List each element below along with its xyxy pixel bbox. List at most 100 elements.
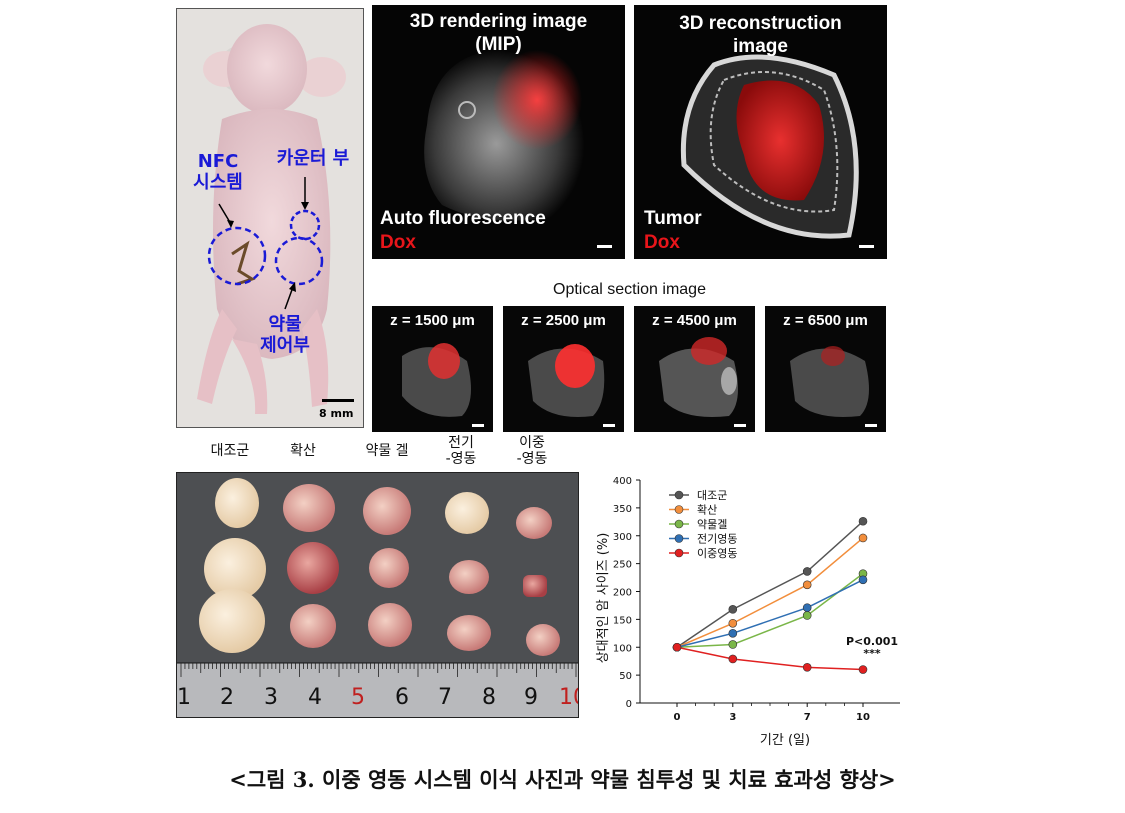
tumor-size-chart: 0 50 100 150 200 250 300 350 400 0 3 7 10 대조군확산약물겔전기… (596, 476, 900, 748)
chart-legend-swatch (674, 548, 684, 558)
rendering-image (424, 50, 612, 248)
rendering-legend-auto: Auto fluorescence (380, 208, 546, 229)
rendering-legend-dox: Dox (380, 232, 416, 253)
reconstruction-legend-dox: Dox (644, 232, 680, 253)
chart-series-line (676, 573, 864, 648)
chart-data-point (802, 580, 812, 590)
rendering-title: 3D rendering image (MIP) (409, 11, 588, 55)
optical-section-label-2: z = 2500 μm (521, 312, 606, 329)
reconstruction-title: 3D reconstruction image (679, 13, 842, 57)
ruler-number: 8 (482, 685, 496, 710)
chart-data-point (858, 665, 868, 674)
chart-y-tick-label: 100 (613, 643, 632, 654)
optical-section-panel-1: z = 1500 μm (372, 306, 493, 432)
chart-legend-label: 대조군 (697, 489, 727, 502)
ruler-numbers: 1 2 3 4 5 6 7 8 9 10 (177, 685, 578, 715)
chart-data-point (728, 640, 738, 649)
chart-series (672, 516, 868, 674)
optical-section-image-2 (528, 344, 615, 427)
chart-data-point (802, 611, 812, 620)
mouse-photo: NFC 시스템 카운터 부 약물 제어부 8 mm (176, 8, 364, 428)
optical-section-label-3: z = 4500 μm (652, 312, 737, 329)
chart-y-tick-label: 150 (613, 615, 632, 626)
optical-section-image-3 (659, 337, 746, 427)
chart-y-tick-label: 400 (613, 476, 632, 487)
chart-data-point (858, 575, 868, 585)
tumor-photo: 1 2 3 4 5 6 7 8 9 10 (176, 472, 579, 718)
ruler-number: 3 (264, 685, 278, 710)
ruler-number: 1 (177, 685, 191, 710)
chart-data-point (858, 533, 868, 543)
rendering-panel: 3D rendering image (MIP) Auto fluorescen… (372, 5, 625, 259)
optical-section-image-1 (402, 343, 484, 427)
reconstruction-legend-tumor: Tumor (644, 208, 702, 229)
chart-y-tick-label: 0 (626, 699, 632, 710)
chart-p-value: P<0.001 (846, 635, 898, 648)
chart-axes: 0 50 100 150 200 250 300 350 400 0 3 7 10 (613, 476, 900, 723)
ruler-number: 2 (220, 685, 234, 710)
chart-legend-label: 전기영동 (697, 533, 737, 546)
counter-label: 카운터 부 (276, 148, 350, 169)
chart-legend-swatch (674, 519, 684, 529)
reconstruction-panel: 3D reconstruction image Tumor Dox (634, 5, 887, 259)
chart-data-point (802, 567, 812, 576)
ruler-number: 7 (438, 685, 452, 710)
mouse-illustration (177, 9, 363, 427)
chart-data-point (728, 629, 738, 638)
chart-data-point (728, 618, 738, 628)
chart-y-axis-label: 상대적인 암 사이즈 (%) (596, 533, 611, 664)
chart-legend-swatch (674, 534, 684, 543)
chart-data-point (728, 605, 738, 614)
chart-x-tick-label: 3 (729, 712, 736, 723)
ruler-number: 9 (524, 685, 538, 710)
chart-series-line (676, 520, 864, 648)
ruler-ticks (180, 663, 577, 677)
reconstruction-image (680, 54, 874, 248)
chart-data-point (802, 603, 812, 612)
group-label-drug-gel: 약물 겔 (365, 443, 409, 459)
drug-control-label: 약물 제어부 (260, 314, 310, 356)
chart-legend-label: 약물겔 (697, 517, 727, 531)
chart-y-tick-label: 50 (619, 671, 632, 682)
chart-series-line (676, 537, 864, 648)
chart-legend-label: 확산 (697, 504, 717, 517)
chart-series-line (676, 579, 864, 648)
chart-x-tick-label: 7 (804, 712, 811, 723)
tumor-image (177, 473, 578, 717)
chart-legend-swatch (674, 490, 684, 500)
optical-section-panel-3: z = 4500 μm (634, 306, 755, 432)
chart-significance-stars: *** (863, 647, 881, 660)
chart-y-tick-label: 200 (613, 588, 632, 599)
optical-section-label-1: z = 1500 μm (390, 312, 475, 329)
optical-section-title: Optical section image (553, 281, 706, 298)
chart-data-point (672, 642, 682, 652)
group-label-diffusion: 확산 (290, 443, 316, 459)
chart-series-line (676, 646, 864, 671)
chart-x-axis-label: 기간 (일) (760, 733, 810, 748)
optical-section-image-4 (790, 346, 877, 427)
ruler-number: 10 (559, 685, 578, 710)
chart-legend-label: 이중영동 (697, 547, 737, 560)
chart-data-point (802, 663, 812, 672)
group-label-control: 대조군 (210, 443, 250, 459)
chart-y-tick-label: 350 (613, 504, 632, 515)
ruler-number: 4 (308, 685, 322, 710)
chart-data-point (728, 654, 738, 664)
figure-caption: <그림 3. 이중 영동 시스템 이식 사진과 약물 침투성 및 치료 효과성 … (229, 767, 896, 792)
optical-section-panel-4: z = 6500 μm (765, 306, 886, 432)
optical-section-panel-2: z = 2500 μm (503, 306, 624, 432)
nfc-system-label: NFC 시스템 (193, 151, 243, 193)
chart-data-point (858, 516, 868, 526)
chart-legend-swatch (674, 505, 684, 514)
ruler-number: 6 (395, 685, 409, 710)
chart-x-tick-label: 0 (674, 712, 681, 723)
group-label-electrophoresis: 전기 -영동 (445, 435, 477, 468)
chart-y-tick-label: 300 (613, 532, 632, 543)
chart-y-tick-label: 250 (613, 560, 632, 571)
mouse-scale-label: 8 mm (319, 407, 354, 420)
group-label-dual-phoresis: 이중 -영동 (516, 435, 548, 468)
optical-section-label-4: z = 6500 μm (783, 312, 868, 329)
ruler-number: 5 (351, 685, 365, 710)
chart-x-tick-label: 10 (856, 712, 870, 723)
